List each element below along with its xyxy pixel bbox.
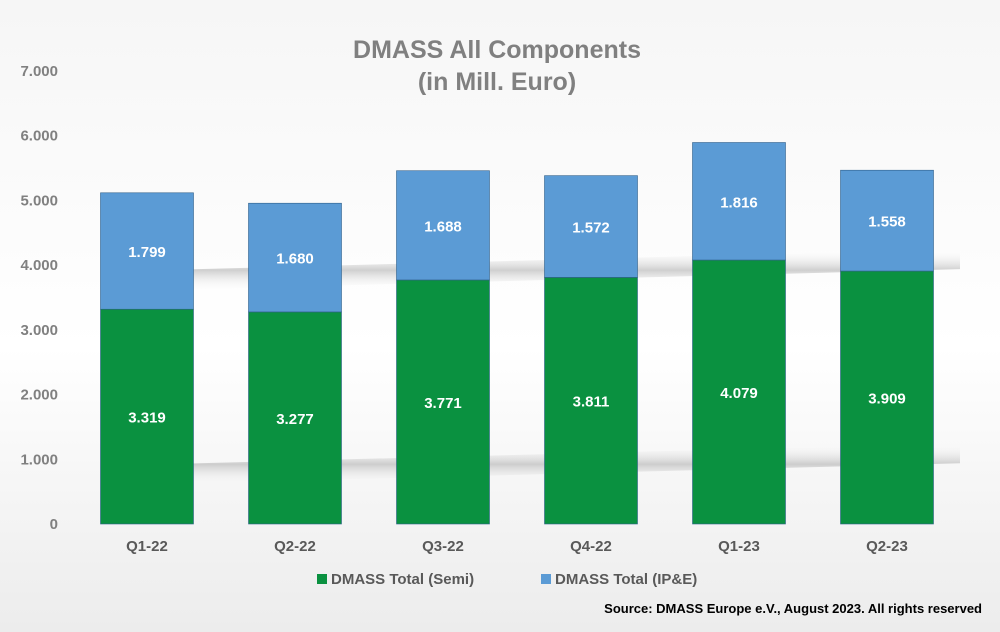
x-axis: Q1-22 Q2-22 Q3-22 Q4-22 Q1-23 Q2-23: [126, 538, 908, 555]
y-tick-label: 6.000: [20, 128, 58, 145]
data-label: 4.079: [720, 385, 758, 402]
data-label: 3.277: [276, 411, 314, 428]
y-tick-label: 1.000: [20, 451, 58, 468]
legend-label-semi: DMASS Total (Semi): [331, 571, 474, 588]
bar-segment-semi: [840, 270, 934, 525]
x-tick-label: Q3-22: [422, 538, 464, 555]
data-label: 3.909: [868, 391, 906, 408]
bar-segment-semi: [544, 277, 638, 525]
data-label: 3.811: [573, 394, 610, 411]
plot-area: 3.319 1.799 3.277 1.680 3.771 1.688 3.811 1.572…: [100, 142, 934, 525]
x-tick-label: Q4-22: [570, 538, 612, 555]
bar-segment-ipe: [840, 169, 934, 272]
bar-segment-semi: [692, 259, 786, 525]
y-tick-label: 0: [50, 516, 58, 533]
legend-swatch-semi: [317, 574, 327, 584]
legend-item-ipe: DMASS Total (IP&E): [541, 571, 697, 588]
bar-segment-ipe: [544, 175, 638, 278]
x-tick-label: Q2-23: [866, 538, 908, 555]
y-tick-label: 4.000: [20, 257, 58, 274]
legend-label-ipe: DMASS Total (IP&E): [555, 571, 697, 588]
data-label: 1.572: [572, 220, 610, 237]
bar-segment-ipe: [100, 192, 194, 310]
bar-segment-ipe: [692, 142, 786, 261]
y-tick-label: 7.000: [20, 63, 58, 80]
legend: DMASS Total (Semi) DMASS Total (IP&E): [317, 571, 697, 588]
chart-title-line-2: (in Mill. Euro): [418, 68, 576, 96]
data-label: 1.688: [424, 218, 462, 235]
data-label: 1.680: [276, 251, 314, 268]
bar-segment-semi: [248, 311, 342, 525]
data-label: 3.771: [424, 395, 462, 412]
y-tick-label: 3.000: [20, 322, 58, 339]
bar-segment-ipe: [248, 202, 342, 313]
x-tick-label: Q2-22: [274, 538, 316, 555]
legend-swatch-ipe: [541, 574, 551, 584]
data-label: 3.319: [128, 410, 166, 427]
data-label: 1.558: [868, 214, 906, 231]
x-tick-label: Q1-23: [718, 538, 760, 555]
x-tick-label: Q1-22: [126, 538, 168, 555]
chart-title-line-1: DMASS All Components: [353, 36, 641, 64]
y-tick-label: 2.000: [20, 387, 58, 404]
data-label: 1.816: [720, 194, 758, 211]
y-axis: 0 1.000 2.000 3.000 4.000 5.000 6.000 7.000: [20, 63, 58, 533]
bar-segment-ipe: [396, 170, 490, 281]
y-tick-label: 5.000: [20, 192, 58, 209]
bar-segment-semi: [100, 308, 194, 525]
source-note: Source: DMASS Europe e.V., August 2023. …: [604, 601, 982, 616]
legend-item-semi: DMASS Total (Semi): [317, 571, 474, 588]
data-label: 1.799: [128, 244, 166, 261]
